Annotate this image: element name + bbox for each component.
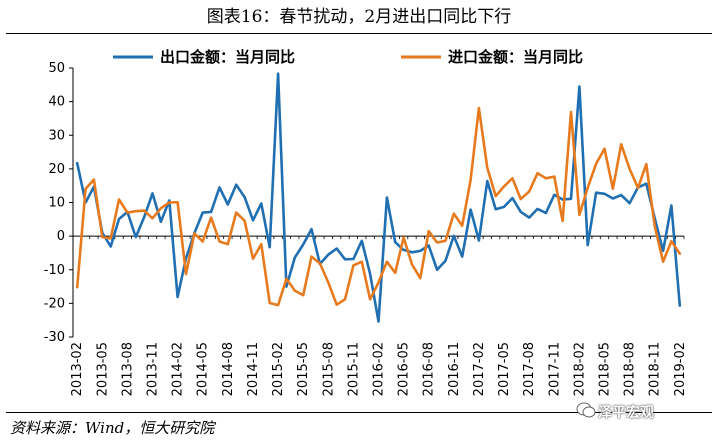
x-tick-label: 2015-11 (346, 342, 361, 396)
series-line-import (75, 106, 682, 307)
x-tick-label: 2018-02 (572, 342, 587, 396)
x-tick-label: 2013-08 (120, 342, 135, 396)
y-tick-label: -10 (44, 263, 65, 278)
y-tick-label: 50 (48, 61, 65, 76)
x-tick-label: 2015-08 (321, 342, 336, 396)
x-tick-label: 2017-02 (472, 342, 487, 396)
x-tick-label: 2014-02 (171, 342, 186, 396)
watermark: 泽平宏观 (598, 405, 654, 421)
footer-divider (6, 412, 712, 413)
x-tick-label: 2017-05 (497, 342, 512, 396)
line-chart: 出口金额：当月同比 进口金额：当月同比 -30 -20 -10 0 10 20 30 40 50… (44, 48, 688, 396)
legend-label-export: 出口金额：当月同比 (160, 48, 295, 66)
y-tick-label: 40 (48, 95, 65, 110)
x-tick-label: 2013-11 (146, 342, 161, 396)
wechat-icon (576, 402, 596, 418)
x-tick-label: 2016-08 (422, 342, 437, 396)
y-tick-label: 0 (57, 229, 65, 244)
legend: 出口金额：当月同比 进口金额：当月同比 (113, 48, 583, 66)
y-tick-label: 30 (48, 128, 65, 143)
x-tick-label: 2015-05 (296, 342, 311, 396)
x-tick-label: 2017-11 (547, 342, 562, 396)
y-tick-label: -20 (44, 296, 65, 311)
x-tick-label: 2016-05 (397, 342, 412, 396)
x-tick-label: 2016-11 (447, 342, 462, 396)
x-tick-label: 2018-08 (623, 342, 638, 396)
x-tick-label: 2018-05 (597, 342, 612, 396)
x-tick-label: 2017-08 (522, 342, 537, 396)
x-tick-label: 2013-02 (70, 342, 85, 396)
y-tick-label: -30 (44, 330, 65, 345)
x-tick-label: 2014-08 (221, 342, 236, 396)
legend-label-import: 进口金额：当月同比 (448, 48, 583, 66)
x-tick-label: 2014-11 (246, 342, 261, 396)
title-divider (6, 33, 712, 34)
x-tick-label: 2019-02 (673, 342, 688, 396)
series-layer (75, 72, 682, 323)
chart-title: 图表16：春节扰动，2月进出口同比下行 (206, 7, 512, 27)
x-tick-label: 2014-05 (196, 342, 211, 396)
source-note: 资料来源：Wind，恒大研究院 (10, 419, 215, 437)
x-tick-label: 2013-05 (95, 342, 110, 396)
y-tick-label: 10 (48, 196, 65, 211)
axes: -30 -20 -10 0 10 20 30 40 50 2013-02 2013-05 2013-0… (44, 61, 688, 396)
y-tick-label: 20 (48, 162, 65, 177)
x-tick-label: 2018-11 (648, 342, 663, 396)
series-line-export (75, 72, 682, 323)
x-tick-label: 2016-02 (372, 342, 387, 396)
x-tick-label: 2015-02 (271, 342, 286, 396)
